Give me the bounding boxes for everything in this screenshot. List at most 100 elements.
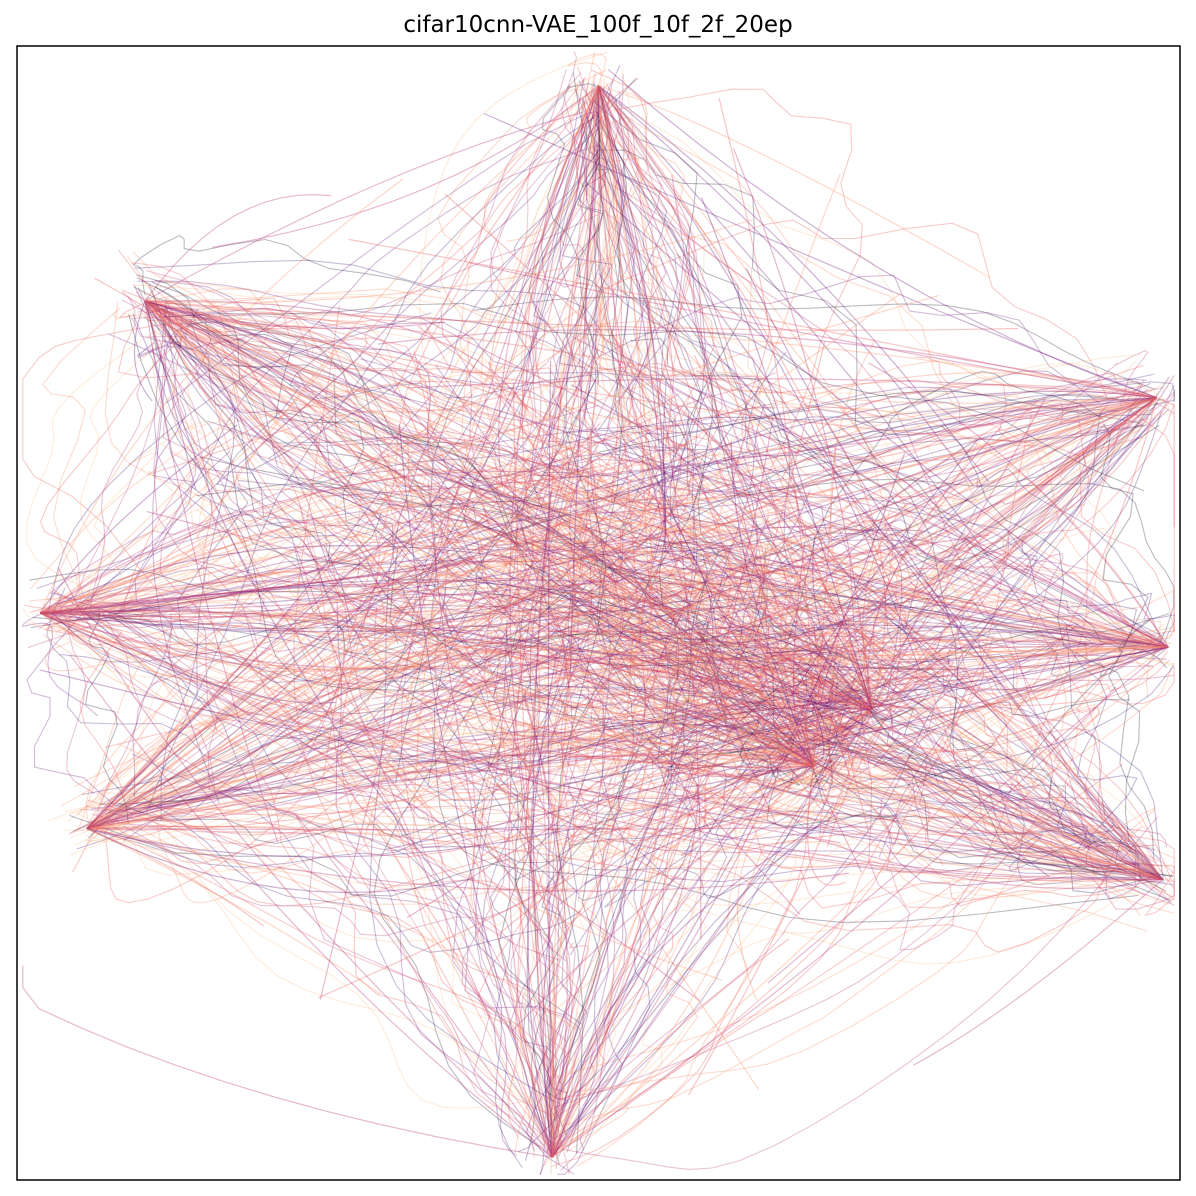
- trajectory-line: [506, 452, 1161, 636]
- trajectory-line: [540, 701, 1164, 879]
- trajectory-line: [135, 508, 800, 808]
- trajectory-line: [733, 403, 1175, 556]
- trajectory-line: [151, 281, 667, 737]
- trajectory-line: [39, 469, 464, 614]
- trajectory-line: [597, 85, 623, 501]
- trajectory-line: [70, 560, 673, 694]
- trajectory-line: [860, 700, 1099, 738]
- trajectory-line: [551, 837, 913, 1158]
- trajectory-line: [377, 386, 791, 745]
- trajectory-line: [685, 557, 967, 735]
- trajectory-line: [66, 331, 185, 795]
- trajectory-line: [555, 758, 813, 1010]
- trajectory-line: [148, 307, 557, 557]
- trajectory-line: [57, 567, 553, 1158]
- trajectory-line: [575, 127, 604, 384]
- trajectory-line: [721, 747, 1163, 881]
- trajectory-line: [627, 387, 1173, 535]
- trajectory-line: [121, 299, 511, 620]
- trajectory-line: [246, 694, 870, 823]
- trajectory-line: [360, 393, 1114, 614]
- trajectory-line: [38, 586, 700, 699]
- trajectory-line: [671, 443, 840, 777]
- trajectory-line: [149, 288, 707, 611]
- trajectory-line: [747, 766, 815, 823]
- trajectory-line: [80, 611, 586, 932]
- trajectory-line: [533, 541, 1145, 653]
- trajectory-line: [283, 575, 1113, 718]
- trajectory-line: [437, 69, 637, 531]
- trajectory-line: [86, 584, 693, 830]
- trajectory-line: [89, 824, 573, 1104]
- trajectory-line: [550, 602, 644, 1175]
- trajectory-line: [72, 513, 678, 873]
- trajectory-line: [598, 93, 769, 666]
- trajectory-line: [531, 610, 877, 717]
- trajectory-line: [767, 424, 1130, 544]
- trajectory-line: [519, 97, 645, 679]
- trajectory-line: [64, 711, 449, 812]
- trajectory-line: [668, 565, 1126, 736]
- trajectory-line: [171, 308, 395, 698]
- trajectory-line: [597, 85, 667, 540]
- trajectory-line: [152, 364, 1125, 441]
- trajectory-line: [64, 594, 532, 642]
- trajectory-line: [473, 592, 872, 710]
- trajectory-line: [147, 758, 746, 852]
- trajectory-line: [401, 726, 1163, 881]
- trajectory-line: [159, 744, 582, 1102]
- trajectory-line: [497, 702, 817, 776]
- trajectory-line: [354, 498, 1154, 872]
- trajectory-line: [832, 396, 1157, 404]
- trajectory-line: [551, 623, 843, 1158]
- trajectory-line: [477, 641, 1175, 890]
- trajectory-line: [523, 81, 590, 447]
- trajectory-line: [147, 470, 792, 770]
- trajectory-line: [710, 606, 873, 710]
- trajectory-line: [554, 772, 1078, 1129]
- trajectory-line: [595, 114, 645, 711]
- trajectory-line: [40, 558, 474, 623]
- trajectory-line: [144, 296, 633, 686]
- trajectory-line: [582, 525, 1169, 648]
- trajectory-line: [650, 761, 814, 777]
- trajectory-line: [106, 624, 599, 814]
- trajectory-line: [611, 360, 1139, 584]
- trajectory-line: [86, 573, 812, 830]
- trajectory-line: [576, 619, 1164, 873]
- trajectory-line: [540, 941, 590, 1118]
- trajectory-line: [736, 765, 815, 1000]
- trajectory-line: [90, 443, 665, 832]
- trajectory-line: [383, 99, 600, 694]
- trajectory-line: [146, 463, 211, 800]
- trajectory-line: [624, 629, 880, 738]
- trajectory-line: [521, 85, 600, 551]
- trajectory-line: [497, 532, 1169, 648]
- trajectory-line: [104, 630, 724, 816]
- trajectory-line: [533, 574, 729, 1175]
- trajectory-line: [161, 308, 845, 655]
- trajectory-line: [51, 612, 583, 1025]
- trajectory-line: [223, 428, 800, 759]
- trajectory-line: [603, 703, 1165, 887]
- trajectory-line: [574, 88, 667, 538]
- trajectory-line: [258, 771, 554, 1150]
- trajectory-line: [144, 300, 787, 557]
- trajectory-line: [558, 82, 613, 481]
- trajectory-line: [699, 631, 1173, 877]
- trajectory-line: [133, 699, 942, 803]
- trajectory-line: [362, 436, 1117, 644]
- trajectory-line: [144, 300, 1145, 896]
- trajectory-line: [665, 588, 828, 763]
- trajectory-line: [143, 307, 643, 603]
- trajectory-line: [86, 584, 989, 830]
- trajectory-line: [468, 693, 555, 1161]
- trajectory-line: [678, 624, 1169, 648]
- trajectory-line: [524, 721, 823, 814]
- trajectory-line: [553, 657, 733, 1101]
- trajectory-line: [482, 507, 872, 710]
- trajectory-line: [262, 612, 808, 767]
- trajectory-line: [40, 402, 778, 614]
- trajectory-line: [654, 674, 815, 767]
- trajectory-line: [482, 394, 1165, 661]
